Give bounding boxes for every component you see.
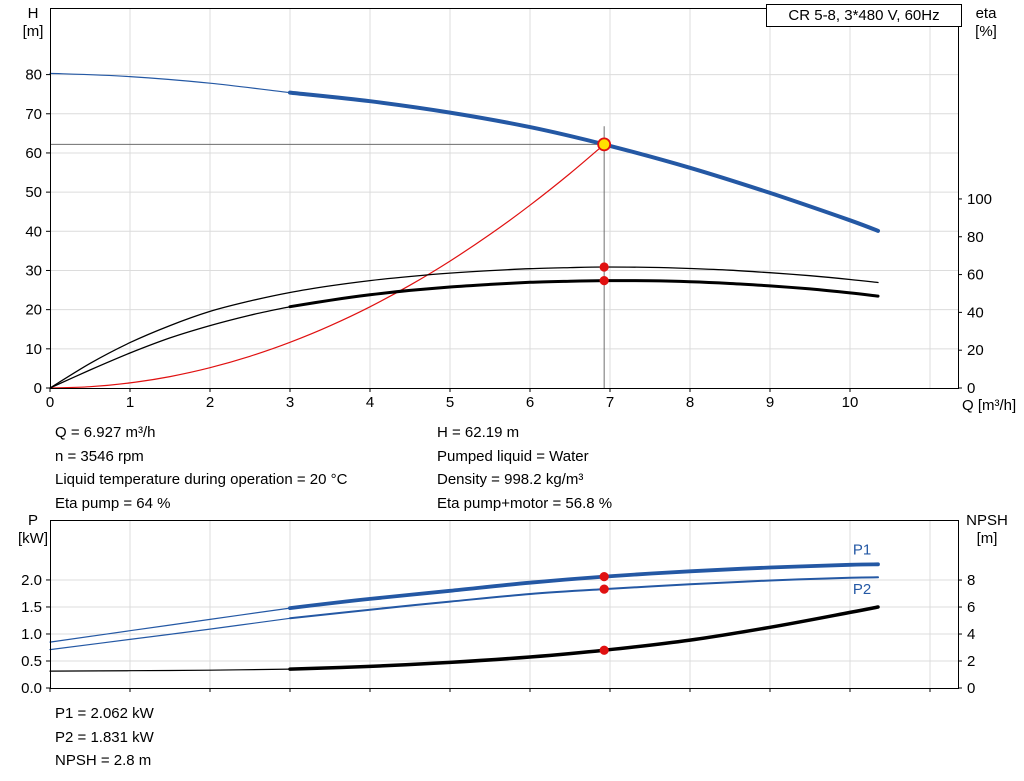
- x-tick-label: 0: [46, 394, 54, 411]
- y-right-tick-label: 4: [967, 626, 975, 643]
- head-axis-title: H [m]: [14, 5, 52, 41]
- y-right-tick-label: 60: [967, 267, 984, 284]
- power-axis-symbol: P: [27, 512, 38, 529]
- info-flow: Q = 6.927 m³/h: [55, 424, 156, 441]
- y-left-tick-label: 2.0: [21, 572, 42, 589]
- npsh-axis-symbol: NPSH: [966, 512, 1008, 529]
- y-right-tick-label: 100: [967, 191, 992, 208]
- npsh-axis-title: NPSH [m]: [956, 512, 1018, 548]
- info-head: H = 62.19 m: [437, 424, 520, 441]
- curve-eta-pump-curve: [49, 266, 879, 389]
- y-right-tick-label: 40: [967, 304, 984, 321]
- y-left-tick-label: 20: [25, 302, 42, 319]
- duty-info-left: Q = 6.927 m³/h n = 3546 rpm Liquid tempe…: [55, 421, 347, 515]
- y-right-tick-label: 6: [967, 599, 975, 616]
- y-left-tick-label: 30: [25, 262, 42, 279]
- curve-p1-curve: [288, 562, 880, 610]
- info-p1: P1 = 2.062 kW: [55, 705, 154, 722]
- y-right-tick-label: 0: [967, 680, 975, 697]
- head-efficiency-chart-frame: [50, 8, 959, 389]
- pump-model-title: CR 5-8, 3*480 V, 60Hz: [766, 4, 962, 27]
- curve-npsh-curve: [288, 605, 880, 671]
- head-axis-symbol: H: [27, 5, 39, 22]
- info-eta-pump-motor: Eta pump+motor = 56.8 %: [437, 494, 613, 512]
- eta-pump-duty-dot: [599, 262, 609, 272]
- p1-duty-dot: [599, 572, 609, 582]
- npsh-axis-unit: [m]: [976, 530, 998, 547]
- y-right-tick-label: 8: [967, 572, 975, 589]
- info-p2: P2 = 1.831 kW: [55, 728, 154, 746]
- x-tick-label: 5: [446, 394, 454, 411]
- y-right-tick-label: 2: [967, 653, 975, 670]
- curve-eta-pump-motor-curve: [288, 279, 880, 309]
- curve-label-p2: P2: [853, 581, 871, 598]
- curve-p2-curve-lead: [49, 617, 291, 651]
- info-speed: n = 3546 rpm: [55, 447, 144, 465]
- info-density: Density = 998.2 kg/m³: [437, 471, 584, 488]
- eta-axis-unit: [%]: [975, 23, 997, 40]
- power-axis-unit: [kW]: [18, 530, 48, 547]
- x-tick-label: 4: [366, 394, 374, 411]
- x-tick-label: 1: [126, 394, 134, 411]
- flow-axis-title: Q [m³/h]: [962, 397, 1017, 414]
- y-left-tick-label: 0: [34, 380, 42, 397]
- head-efficiency-chart-grid: [50, 8, 958, 388]
- y-left-tick-label: 1.0: [21, 626, 42, 643]
- y-left-tick-label: 50: [25, 184, 42, 201]
- power-axis-title: P [kW]: [12, 512, 54, 548]
- eta-axis-title: eta [%]: [964, 5, 1008, 41]
- head-axis-unit: [m]: [22, 23, 44, 40]
- duty-point-marker: [597, 137, 612, 152]
- y-left-tick-label: 1.5: [21, 599, 42, 616]
- power-npsh-chart: 0.0 0.5 1.0 1.5 2.0 0 2 4 6 8 P1 P2: [21, 520, 975, 697]
- info-pumped-liquid: Pumped liquid = Water: [437, 447, 589, 465]
- curve-eta-pump-motor-lead: [49, 306, 291, 389]
- curve-head-curve-lead: [49, 72, 291, 94]
- x-tick-label: 2: [206, 394, 214, 411]
- y-left-tick-label: 70: [25, 106, 42, 123]
- curve-p1-curve-lead: [49, 607, 291, 643]
- duty-info-right: H = 62.19 m Pumped liquid = Water Densit…: [437, 421, 612, 515]
- y-left-tick-label: 10: [25, 341, 42, 358]
- eta-axis-symbol: eta: [975, 5, 997, 22]
- info-npsh: NPSH = 2.8 m: [55, 752, 152, 769]
- x-tick-label: 3: [286, 394, 294, 411]
- head-efficiency-chart-ticks: 0 1 2 3 4 5 6 7 8 9 100102030405060708002040608010…: [25, 67, 992, 411]
- y-right-tick-label: 0: [967, 380, 975, 397]
- info-liquid-temperature: Liquid temperature during operation = 20…: [55, 471, 348, 488]
- head-efficiency-chart: 0 1 2 3 4 5 6 7 8 9 100102030405060708002040608010…: [25, 8, 992, 411]
- eta-pump-motor-duty-dot: [599, 276, 609, 286]
- curve-npsh-curve-lead: [49, 668, 291, 672]
- y-left-tick-label: 60: [25, 145, 42, 162]
- x-tick-label: 6: [526, 394, 534, 411]
- info-eta-pump: Eta pump = 64 %: [55, 494, 171, 512]
- x-tick-label: 7: [606, 394, 614, 411]
- power-npsh-chart-frame: [50, 520, 959, 689]
- y-right-tick-label: 80: [967, 229, 984, 246]
- x-tick-label: 10: [842, 394, 859, 411]
- y-left-tick-label: 80: [25, 67, 42, 84]
- power-info: P1 = 2.062 kW P2 = 1.831 kW NPSH = 2.8 m: [55, 702, 154, 773]
- power-npsh-chart-grid: [50, 520, 958, 688]
- npsh-duty-dot: [599, 645, 609, 655]
- y-left-tick-label: 40: [25, 223, 42, 240]
- curve-label-p1: P1: [853, 542, 871, 559]
- y-left-tick-label: 0.0: [21, 680, 42, 697]
- curve-system-curve: [49, 143, 605, 389]
- x-tick-label: 9: [766, 394, 774, 411]
- p2-duty-dot: [599, 584, 609, 594]
- power-npsh-chart-ticks: 0.0 0.5 1.0 1.5 2.0 0 2 4 6 8: [21, 572, 975, 697]
- y-right-tick-label: 20: [967, 342, 984, 359]
- y-left-tick-label: 0.5: [21, 653, 42, 670]
- x-tick-label: 8: [686, 394, 694, 411]
